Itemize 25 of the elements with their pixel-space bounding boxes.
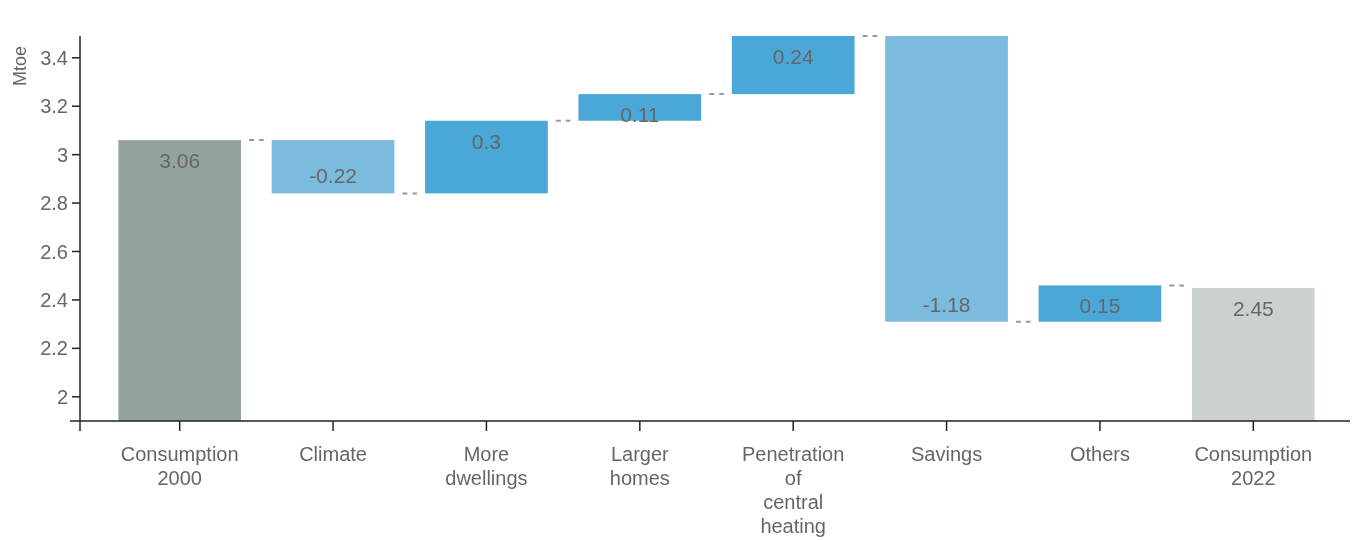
data-label: 0.15 [1079,294,1121,318]
y-tick-label: 3.2 [40,95,68,118]
data-label: -1.18 [922,292,971,316]
x-tick-label: Savings [910,443,983,465]
x-tick-label: Climate [299,443,367,465]
x-tick-label: More dwellings [445,443,528,489]
y-tick-label: 2.8 [40,192,68,215]
x-tick-label: Larger homes [609,443,670,489]
x-tick-label: Consumption 2022 [1194,443,1313,489]
x-tick-label: Consumption 2000 [120,443,239,489]
y-tick-label: 2.6 [40,240,68,263]
y-tick-label: 3.4 [40,46,68,69]
y-tick-label: 2 [56,385,68,408]
data-label: -0.22 [309,164,357,188]
x-tick-label: Others [1069,443,1130,465]
data-label: 3.06 [159,149,201,173]
y-tick-label: 2.4 [40,288,68,311]
y-tick-label: 3 [56,143,68,166]
data-label: 0.24 [772,45,814,68]
x-tick-label: Penetration of central heating [742,443,845,537]
data-label: 0.3 [471,129,502,153]
y-axis-title: Mtoe [10,45,30,87]
data-label: 0.11 [620,103,660,127]
data-label: 2.45 [1232,296,1274,320]
y-tick-label: 2.2 [40,337,68,360]
